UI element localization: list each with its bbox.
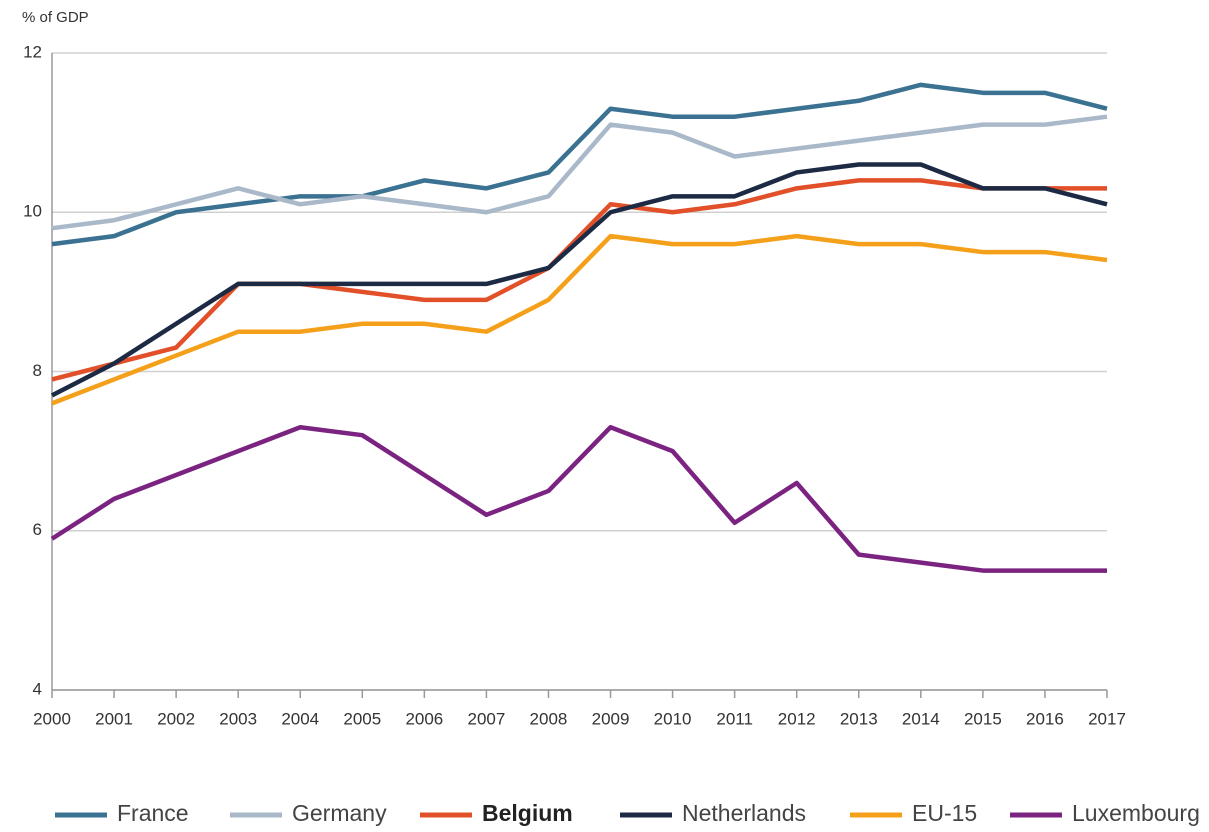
x-tick-label: 2006 xyxy=(405,709,443,728)
series-line xyxy=(50,424,1107,573)
y-tick-label: 6 xyxy=(33,520,42,539)
legend-label: Belgium xyxy=(482,800,573,826)
series-line xyxy=(51,114,1108,231)
legend-label: France xyxy=(117,800,189,826)
series-line xyxy=(50,162,1108,398)
x-tick-label: 2004 xyxy=(281,709,319,728)
series-line xyxy=(51,82,1108,247)
legend-label: Luxembourg xyxy=(1072,800,1200,826)
x-tick-label: 2017 xyxy=(1088,709,1126,728)
legend-label: EU-15 xyxy=(912,800,977,826)
x-tick-label: 2007 xyxy=(467,709,505,728)
legend-label: Netherlands xyxy=(682,800,806,826)
y-tick-label: 4 xyxy=(33,679,42,698)
x-tick-label: 2010 xyxy=(654,709,692,728)
x-tick-label: 2008 xyxy=(530,709,568,728)
x-tick-label: 2015 xyxy=(964,709,1002,728)
x-tick-label: 2014 xyxy=(902,709,940,728)
x-tick-label: 2001 xyxy=(95,709,133,728)
y-tick-label: 12 xyxy=(23,42,42,61)
y-tick-label: 10 xyxy=(23,202,42,221)
x-tick-label: 2013 xyxy=(840,709,878,728)
series-line xyxy=(51,233,1108,406)
x-tick-label: 2005 xyxy=(343,709,381,728)
x-tick-label: 2011 xyxy=(716,709,753,728)
x-tick-label: 2012 xyxy=(778,709,816,728)
x-tick-label: 2003 xyxy=(219,709,257,728)
y-axis-label: % of GDP xyxy=(22,9,89,26)
x-tick-label: 2002 xyxy=(157,709,195,728)
legend-label: Germany xyxy=(292,800,387,826)
x-tick-label: 2016 xyxy=(1026,709,1064,728)
y-tick-label: 8 xyxy=(33,361,42,380)
x-tick-label: 2009 xyxy=(592,709,630,728)
series-line xyxy=(51,178,1107,382)
x-tick-label: 2000 xyxy=(33,709,71,728)
